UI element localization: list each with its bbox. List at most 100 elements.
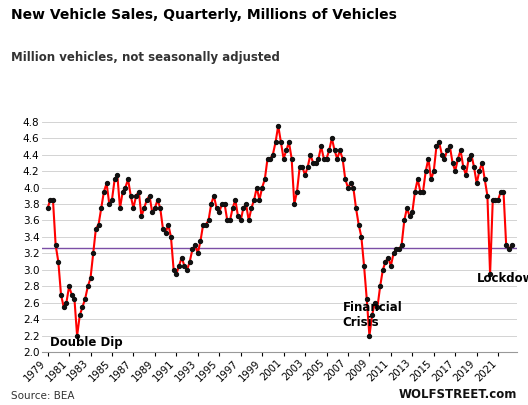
Point — [312, 160, 320, 166]
Point — [475, 168, 484, 174]
Point — [403, 205, 411, 211]
Point — [191, 242, 200, 248]
Point — [467, 151, 476, 158]
Point — [263, 156, 272, 162]
Point — [497, 188, 505, 195]
Point — [255, 197, 263, 203]
Point — [258, 184, 266, 191]
Point — [454, 156, 462, 162]
Point — [196, 238, 205, 244]
Point — [491, 197, 499, 203]
Point — [451, 168, 459, 174]
Point — [478, 160, 486, 166]
Point — [406, 213, 414, 220]
Point — [470, 164, 478, 170]
Point — [398, 242, 406, 248]
Point — [76, 312, 84, 318]
Point — [159, 226, 167, 232]
Point — [250, 197, 258, 203]
Point — [317, 143, 325, 149]
Point — [371, 300, 379, 306]
Point — [435, 139, 444, 145]
Point — [336, 147, 344, 153]
Point — [143, 197, 151, 203]
Point — [153, 197, 162, 203]
Point — [57, 292, 65, 298]
Point — [212, 205, 221, 211]
Point — [486, 271, 494, 277]
Point — [202, 222, 210, 228]
Point — [92, 226, 100, 232]
Point — [354, 222, 363, 228]
Point — [234, 213, 242, 220]
Point — [218, 201, 226, 207]
Text: WOLFSTREET.com: WOLFSTREET.com — [399, 388, 517, 401]
Point — [400, 217, 409, 224]
Point — [226, 217, 234, 224]
Point — [488, 197, 497, 203]
Point — [100, 188, 108, 195]
Point — [494, 197, 502, 203]
Point — [244, 217, 253, 224]
Point — [296, 164, 304, 170]
Point — [220, 201, 229, 207]
Point — [349, 184, 357, 191]
Point — [473, 180, 481, 187]
Point — [328, 135, 336, 141]
Point — [379, 266, 387, 273]
Point — [309, 160, 317, 166]
Point — [304, 164, 312, 170]
Point — [443, 147, 451, 153]
Point — [432, 143, 441, 149]
Point — [60, 304, 68, 310]
Point — [448, 160, 457, 166]
Point — [440, 156, 449, 162]
Point — [83, 283, 92, 290]
Text: Financial
Crisis: Financial Crisis — [343, 301, 402, 329]
Point — [252, 184, 261, 191]
Point — [502, 242, 511, 248]
Point — [121, 184, 129, 191]
Point — [411, 188, 419, 195]
Point — [344, 184, 352, 191]
Point — [277, 139, 285, 145]
Point — [127, 192, 135, 199]
Point — [89, 250, 98, 257]
Point — [360, 262, 368, 269]
Point — [293, 188, 301, 195]
Point — [376, 283, 384, 290]
Point — [483, 192, 492, 199]
Point — [363, 296, 371, 302]
Point — [215, 209, 223, 215]
Point — [392, 246, 400, 253]
Point — [331, 147, 339, 153]
Point — [271, 139, 280, 145]
Point — [132, 192, 140, 199]
Point — [290, 201, 298, 207]
Text: New Vehicle Sales, Quarterly, Millions of Vehicles: New Vehicle Sales, Quarterly, Millions o… — [11, 8, 397, 22]
Point — [279, 156, 288, 162]
Point — [199, 222, 208, 228]
Point — [266, 156, 275, 162]
Point — [46, 197, 54, 203]
Point — [357, 234, 365, 240]
Point — [150, 205, 159, 211]
Point — [180, 262, 188, 269]
Text: Million vehicles, not seasonally adjusted: Million vehicles, not seasonally adjuste… — [11, 51, 279, 64]
Point — [97, 205, 106, 211]
Point — [242, 201, 250, 207]
Point — [223, 217, 231, 224]
Point — [247, 205, 256, 211]
Point — [229, 205, 237, 211]
Point — [459, 164, 467, 170]
Point — [105, 201, 114, 207]
Text: Lockdown: Lockdown — [477, 272, 528, 285]
Point — [333, 156, 342, 162]
Point — [175, 262, 183, 269]
Point — [110, 176, 119, 183]
Point — [416, 188, 425, 195]
Point — [135, 188, 143, 195]
Point — [438, 151, 446, 158]
Point — [43, 205, 52, 211]
Point — [177, 254, 186, 261]
